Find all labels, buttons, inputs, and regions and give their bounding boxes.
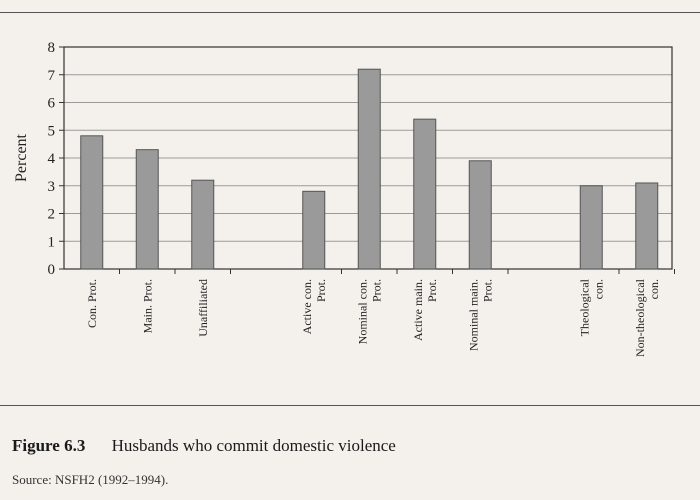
x-tick-label: Con. Prot. xyxy=(85,279,99,328)
x-tick-label-line: Non-theological xyxy=(633,278,647,357)
y-tick-label: 4 xyxy=(48,151,56,167)
x-tick-label: Main. Prot. xyxy=(140,279,154,333)
bar xyxy=(413,118,437,270)
y-tick-label: 0 xyxy=(48,262,56,278)
x-tick-label-line: Prot. xyxy=(480,279,494,302)
bar xyxy=(191,179,215,270)
x-tick-label-line: Prot. xyxy=(425,279,439,302)
figure-label: Figure 6.3 xyxy=(12,436,86,455)
y-tick-label: 5 xyxy=(48,123,56,139)
bar xyxy=(579,185,603,270)
bar xyxy=(357,68,381,270)
y-tick-label: 6 xyxy=(48,96,56,112)
figure-source: Source: NSFH2 (1992–1994). xyxy=(12,472,169,487)
x-tick-label: Nominal con.Prot. xyxy=(355,279,383,344)
x-tick-label: Nominal main.Prot. xyxy=(466,279,494,351)
x-tick-label: Non-theologicalcon. xyxy=(633,278,661,357)
x-tick-label-line: con. xyxy=(591,279,605,299)
x-tick-label: Theologicalcon. xyxy=(577,278,605,336)
x-tick-label-line: Active main. xyxy=(411,279,425,341)
x-tick-label-line: Nominal main. xyxy=(466,279,480,351)
x-tick-label: Unaffiliated xyxy=(196,279,210,337)
x-tick-label-line: Unaffiliated xyxy=(196,279,210,337)
bar xyxy=(80,135,104,270)
x-tick-label-line: Theological xyxy=(577,278,591,336)
x-tick-label-line: Nominal con. xyxy=(355,279,369,344)
bar-chart: 0 1 2 3 4 5 6 7 8 Percent Con. Prot. Main. Prot. Una… xyxy=(13,40,675,357)
bar xyxy=(468,160,492,270)
y-tick-label: 8 xyxy=(48,40,56,56)
y-tick-label: 1 xyxy=(48,234,56,250)
bar xyxy=(302,190,326,270)
x-tick-label: Active con.Prot. xyxy=(300,279,328,334)
y-tick-label: 7 xyxy=(48,68,56,84)
x-tick-label-line: Prot. xyxy=(314,279,328,302)
x-tick-label-line: Main. Prot. xyxy=(140,279,154,333)
x-tick-label-line: Prot. xyxy=(369,279,383,302)
x-tick-label-line: Active con. xyxy=(300,279,314,334)
x-tick-label-line: con. xyxy=(647,279,661,299)
x-tick-label-line: Con. Prot. xyxy=(85,279,99,328)
chart-frame: 0 1 2 3 4 5 6 7 8 Percent Con. Prot. Main. Prot. Una… xyxy=(0,12,700,406)
bar xyxy=(135,149,159,270)
bar xyxy=(635,182,659,270)
figure-caption: Figure 6.3 Husbands who commit domestic … xyxy=(12,436,396,456)
x-tick-label: Active main.Prot. xyxy=(411,279,439,341)
y-axis-label: Percent xyxy=(13,133,30,182)
figure-title: Husbands who commit domestic violence xyxy=(111,436,396,455)
y-tick-label: 3 xyxy=(48,179,56,195)
y-tick-label: 2 xyxy=(48,207,56,223)
